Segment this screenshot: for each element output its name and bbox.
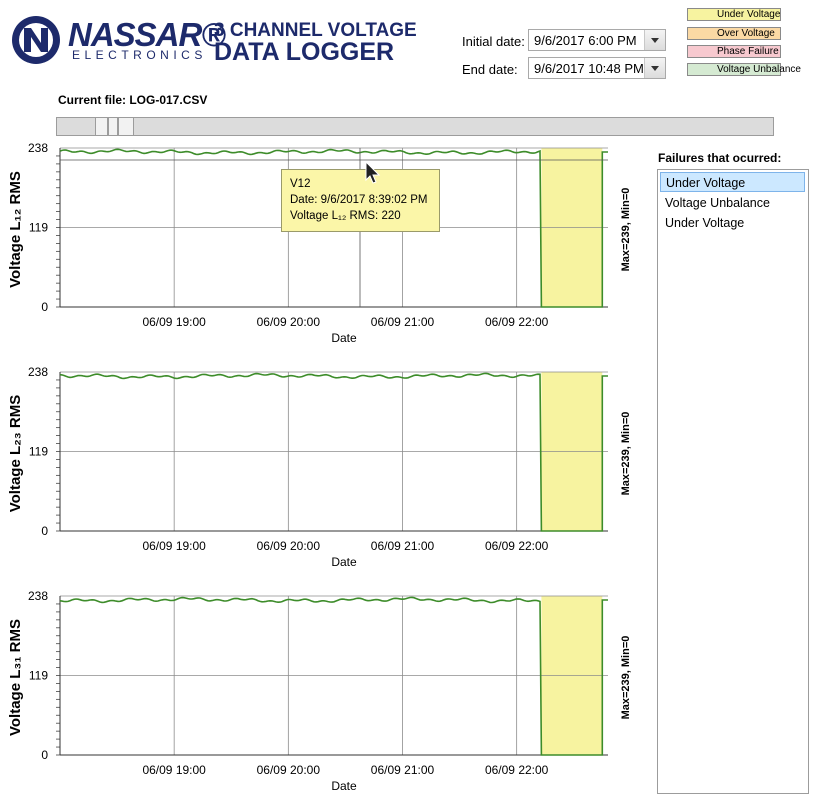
legend-swatch-phase-failure: [687, 45, 781, 58]
initial-date-picker[interactable]: 9/6/2017 6:00 PM: [528, 29, 666, 51]
y-tick-label: 0: [41, 524, 48, 538]
y-axis-label: Voltage L₁₂ RMS: [7, 171, 24, 288]
initial-date-label: Initial date:: [462, 34, 525, 49]
y-tick-label: 0: [41, 748, 48, 762]
max-min-label: Max=239, Min=0: [620, 412, 632, 496]
tooltip-date: Date: 9/6/2017 8:39:02 PM: [290, 194, 428, 206]
y-tick-label: 119: [29, 445, 48, 459]
legend-swatch-under-voltage: [687, 8, 781, 21]
end-date-picker[interactable]: 9/6/2017 10:48 PM: [528, 57, 666, 79]
y-axis-label: Voltage L₃₁ RMS: [7, 619, 24, 736]
timeline-scrollbar[interactable]: [56, 117, 774, 136]
y-tick-label: 0: [41, 300, 48, 314]
max-min-label: Max=239, Min=0: [620, 636, 632, 720]
initial-date-value: 9/6/2017 6:00 PM: [534, 33, 637, 48]
x-tick-label: 06/09 19:00: [142, 315, 206, 329]
x-tick-label: 06/09 22:00: [485, 315, 549, 329]
x-tick-label: 06/09 20:00: [257, 539, 321, 553]
legend-label-under-voltage: Under Voltage: [717, 9, 781, 20]
legend-label-phase-failure: Phase Failure: [717, 46, 779, 57]
timeline-handle-right[interactable]: [118, 117, 134, 136]
failures-title: Failures that ocurred:: [658, 151, 782, 165]
legend-swatch-voltage-unbalance: [687, 63, 781, 76]
timeline-handle-left[interactable]: [95, 117, 108, 136]
x-tick-label: 06/09 22:00: [485, 763, 549, 777]
y-tick-label: 238: [28, 141, 48, 155]
brand-name: NASSAR®: [68, 16, 226, 53]
x-axis-label: Date: [331, 555, 357, 569]
end-date-label: End date:: [462, 62, 518, 77]
mouse-pointer-icon: [365, 160, 381, 184]
x-tick-label: 06/09 19:00: [142, 539, 206, 553]
x-tick-label: 06/09 21:00: [371, 763, 435, 777]
y-tick-label: 238: [28, 589, 48, 603]
voltage-series-line: [59, 148, 608, 308]
nassar-logo-icon: [12, 16, 60, 64]
x-tick-label: 06/09 22:00: [485, 539, 549, 553]
y-axis-label: Voltage L₂₃ RMS: [7, 395, 24, 513]
x-tick-label: 06/09 21:00: [371, 539, 435, 553]
failure-item[interactable]: Under Voltage: [665, 216, 745, 230]
x-tick-label: 06/09 21:00: [371, 315, 435, 329]
voltage-series-line: [59, 596, 608, 756]
timeline-handle-middle[interactable]: [108, 117, 118, 136]
initial-date-dropdown-button[interactable]: [644, 30, 665, 50]
legend-label-over-voltage: Over Voltage: [717, 28, 775, 39]
end-date-dropdown-button[interactable]: [644, 58, 665, 78]
current-file-label: Current file: LOG-017.CSV: [58, 93, 208, 107]
x-tick-label: 06/09 19:00: [142, 763, 206, 777]
chart-tooltip: V12 Date: 9/6/2017 8:39:02 PM Voltage L₁…: [281, 169, 440, 232]
app-title-line2: DATA LOGGER: [214, 38, 395, 66]
chart-voltage-l23: 0 119 238 06/09 19:00 06/09 20:00 06/09 21:00…: [0, 364, 650, 579]
failure-item[interactable]: Under Voltage: [660, 172, 805, 192]
x-tick-label: 06/09 20:00: [257, 763, 321, 777]
x-tick-label: 06/09 20:00: [257, 315, 321, 329]
y-tick-label: 119: [29, 669, 48, 683]
y-tick-label: 238: [28, 365, 48, 379]
tooltip-value: Voltage L₁₂ RMS: 220: [290, 210, 401, 222]
x-axis-label: Date: [331, 331, 357, 345]
chart-voltage-l31: 0 119 238 06/09 19:00 06/09 20:00 06/09 21:00…: [0, 588, 650, 801]
brand-subtitle: ELECTRONICS: [72, 48, 207, 62]
end-date-value: 9/6/2017 10:48 PM: [534, 61, 644, 76]
failures-list[interactable]: Under Voltage Voltage Unbalance Under Vo…: [657, 169, 809, 794]
failure-item[interactable]: Voltage Unbalance: [665, 196, 770, 210]
legend-label-voltage-unbalance: Voltage Unbalance: [717, 64, 801, 75]
tooltip-series: V12: [290, 178, 311, 190]
y-tick-label: 119: [29, 221, 48, 235]
app-title-line1: 3 CHANNEL VOLTAGE: [214, 20, 417, 41]
voltage-series-line: [59, 372, 608, 532]
legend-swatch-over-voltage: [687, 27, 781, 40]
max-min-label: Max=239, Min=0: [620, 188, 632, 272]
x-axis-label: Date: [331, 779, 357, 793]
